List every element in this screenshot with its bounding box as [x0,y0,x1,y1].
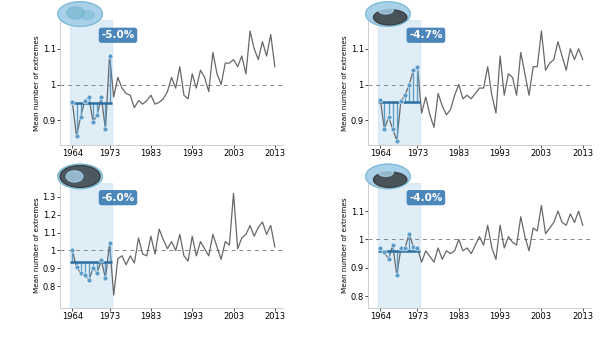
Point [400,93,410,98]
Text: -6.0%: -6.0% [101,193,134,203]
Point [409,68,418,73]
Point [105,53,115,59]
Point [409,244,418,249]
Bar [378,183,419,308]
Point [80,98,89,103]
Point [392,272,401,277]
Y-axis label: Mean number of extremes: Mean number of extremes [342,35,348,130]
Y-axis label: Mean number of extremes: Mean number of extremes [341,197,347,293]
Point [404,82,414,87]
Point [376,97,385,102]
Point [404,231,414,237]
Point [84,94,94,100]
Point [68,100,77,105]
Point [384,114,394,119]
Point [396,245,406,251]
Bar [378,20,419,145]
Point [101,275,110,281]
Point [376,245,385,251]
Point [76,114,85,119]
Point [72,134,82,139]
Point [380,249,389,255]
Point [388,242,397,248]
Point [68,248,77,253]
Point [97,94,106,100]
Bar [70,20,112,145]
Text: -5.0%: -5.0% [101,30,134,40]
Point [388,126,397,132]
Point [92,112,102,118]
Text: -4.0%: -4.0% [409,193,443,203]
Point [88,266,98,271]
Point [396,98,406,103]
Point [80,272,89,277]
Point [384,257,394,262]
Point [72,265,82,270]
Y-axis label: Mean number of extremes: Mean number of extremes [34,197,40,293]
Point [84,277,94,283]
Y-axis label: Mean number of extremes: Mean number of extremes [34,35,40,130]
Point [380,126,389,132]
Text: -4.7%: -4.7% [409,30,443,40]
Point [76,270,85,275]
Point [413,64,422,69]
Bar [70,183,112,308]
Point [97,258,106,263]
Point [400,245,410,251]
Point [92,270,102,275]
Point [392,138,401,143]
Point [413,245,422,251]
Point [88,119,98,125]
Point [101,126,110,132]
Point [105,241,115,246]
